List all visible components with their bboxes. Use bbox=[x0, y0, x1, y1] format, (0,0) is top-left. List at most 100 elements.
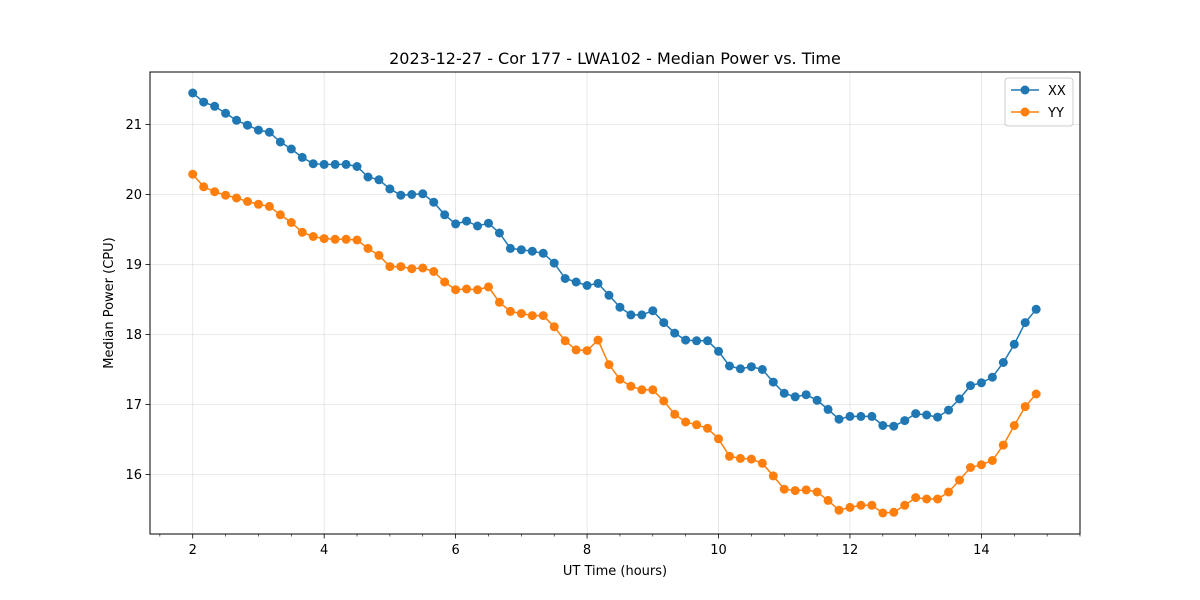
data-point-yy bbox=[330, 234, 340, 244]
data-point-yy bbox=[210, 187, 220, 197]
data-point-xx bbox=[801, 390, 811, 400]
data-point-yy bbox=[659, 396, 669, 406]
data-point-xx bbox=[330, 159, 340, 169]
data-point-yy bbox=[965, 463, 975, 472]
data-point-xx bbox=[418, 189, 428, 199]
data-point-xx bbox=[275, 137, 285, 147]
data-point-yy bbox=[834, 505, 844, 515]
data-point-yy bbox=[1020, 402, 1030, 412]
data-point-xx bbox=[308, 159, 318, 169]
data-point-xx bbox=[648, 306, 658, 316]
data-point-xx bbox=[856, 411, 866, 421]
data-point-yy bbox=[188, 169, 198, 179]
data-point-xx bbox=[473, 221, 483, 231]
data-point-yy bbox=[242, 197, 252, 206]
data-point-xx bbox=[746, 362, 756, 372]
x-tick-label: 6 bbox=[451, 543, 459, 558]
data-point-xx bbox=[955, 394, 965, 404]
data-point-xx bbox=[538, 248, 548, 258]
data-point-xx bbox=[922, 410, 932, 420]
data-point-yy bbox=[593, 335, 603, 345]
data-point-xx bbox=[692, 336, 702, 346]
data-point-xx bbox=[341, 159, 351, 169]
data-point-xx bbox=[560, 274, 570, 283]
data-point-yy bbox=[549, 322, 559, 332]
data-point-yy bbox=[527, 311, 537, 321]
data-point-xx bbox=[933, 412, 943, 422]
legend: XX YY bbox=[1004, 77, 1074, 127]
data-point-xx bbox=[768, 377, 778, 387]
data-point-xx bbox=[779, 388, 789, 398]
data-point-xx bbox=[681, 335, 691, 345]
data-point-xx bbox=[911, 409, 921, 419]
data-point-yy bbox=[790, 486, 800, 496]
data-point-yy bbox=[286, 218, 296, 227]
data-point-yy bbox=[987, 456, 997, 465]
data-point-yy bbox=[341, 234, 351, 244]
data-point-yy bbox=[319, 234, 329, 244]
data-point-yy bbox=[264, 201, 274, 211]
data-point-yy bbox=[352, 235, 362, 245]
data-point-yy bbox=[297, 227, 307, 237]
data-point-yy bbox=[703, 423, 713, 433]
data-point-xx bbox=[407, 190, 417, 199]
data-point-xx bbox=[757, 365, 767, 374]
data-point-yy bbox=[856, 500, 866, 510]
data-point-yy bbox=[505, 306, 515, 316]
data-point-yy bbox=[429, 267, 439, 276]
x-tick-label: 8 bbox=[583, 543, 591, 558]
y-axis: 16 17 18 19 20 21 bbox=[125, 118, 150, 483]
data-point-xx bbox=[253, 125, 263, 135]
data-point-yy bbox=[451, 285, 461, 295]
data-point-yy bbox=[779, 484, 789, 494]
data-point-xx bbox=[494, 228, 504, 238]
data-point-yy bbox=[232, 193, 242, 203]
data-point-xx bbox=[965, 381, 975, 391]
data-point-yy bbox=[845, 502, 855, 512]
data-point-yy bbox=[538, 311, 548, 321]
data-point-yy bbox=[801, 485, 811, 495]
data-point-yy bbox=[768, 471, 778, 481]
legend-label-xx: XX bbox=[1048, 84, 1066, 99]
data-point-xx bbox=[659, 318, 669, 328]
data-point-xx bbox=[264, 127, 274, 137]
data-point-xx bbox=[462, 216, 472, 226]
y-tick-label: 18 bbox=[125, 328, 142, 343]
data-point-yy bbox=[757, 458, 767, 468]
data-point-yy bbox=[944, 487, 954, 497]
data-point-xx bbox=[593, 278, 603, 288]
data-point-yy bbox=[681, 417, 691, 427]
y-tick-label: 21 bbox=[125, 118, 142, 133]
grid bbox=[150, 72, 1080, 534]
data-point-yy bbox=[582, 346, 592, 356]
data-point-xx bbox=[429, 197, 439, 207]
y-tick-label: 19 bbox=[125, 258, 142, 273]
data-point-yy bbox=[418, 263, 428, 273]
data-point-xx bbox=[297, 152, 307, 162]
data-point-yy bbox=[308, 232, 318, 241]
data-point-xx bbox=[319, 159, 329, 169]
legend-label-yy: YY bbox=[1047, 106, 1064, 121]
data-point-xx bbox=[976, 378, 986, 388]
data-point-yy bbox=[221, 190, 231, 200]
data-point-yy bbox=[473, 285, 483, 295]
data-point-yy bbox=[812, 487, 822, 497]
data-point-xx bbox=[516, 245, 526, 255]
data-point-xx bbox=[199, 97, 209, 107]
data-point-yy bbox=[396, 262, 406, 272]
data-point-xx bbox=[527, 246, 537, 256]
y-tick-label: 20 bbox=[125, 188, 142, 203]
data-point-xx bbox=[867, 411, 877, 421]
data-point-xx bbox=[889, 421, 899, 431]
data-point-yy bbox=[889, 507, 899, 517]
y-tick-label: 16 bbox=[125, 468, 142, 483]
data-point-yy bbox=[900, 500, 910, 510]
data-point-xx bbox=[374, 175, 384, 185]
data-point-xx bbox=[878, 421, 888, 430]
data-point-xx bbox=[703, 336, 713, 346]
data-point-xx bbox=[396, 190, 406, 200]
data-point-yy bbox=[494, 297, 504, 307]
data-point-yy bbox=[275, 210, 285, 220]
data-point-yy bbox=[363, 243, 373, 253]
